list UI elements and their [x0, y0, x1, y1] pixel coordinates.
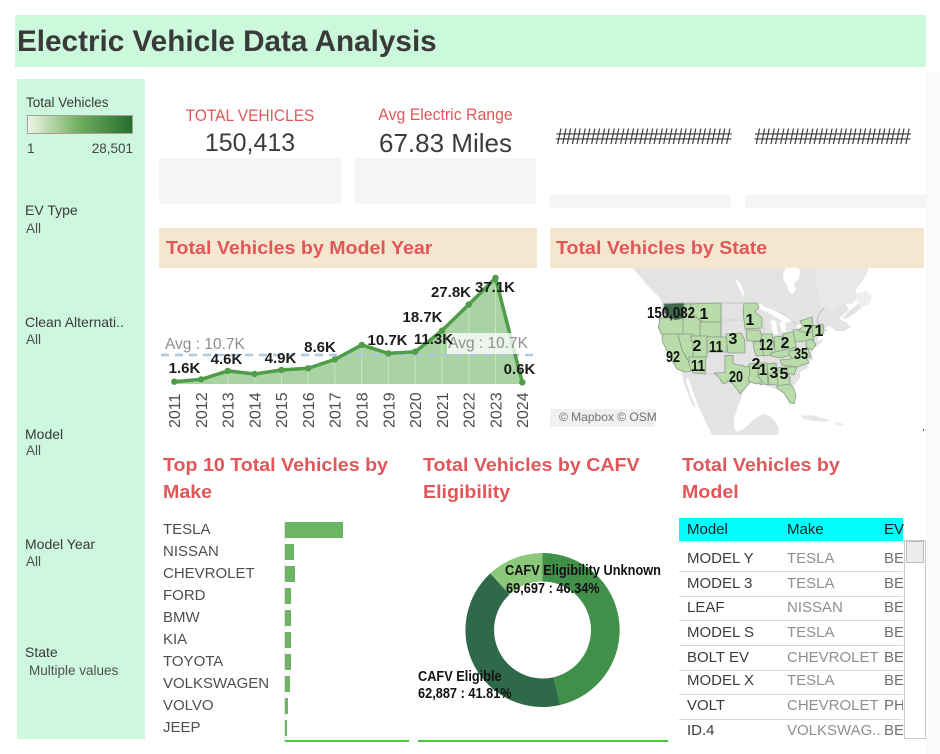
svg-text:12: 12: [759, 337, 773, 354]
svg-text:2019: 2019: [381, 392, 398, 428]
svg-text:2: 2: [693, 338, 702, 355]
svg-text:2013: 2013: [221, 392, 238, 428]
svg-text:20: 20: [729, 369, 743, 386]
svg-text:35: 35: [794, 346, 808, 363]
svg-text:8.6K: 8.6K: [304, 339, 336, 356]
svg-text:2024: 2024: [515, 392, 532, 428]
svg-text:92: 92: [666, 349, 680, 366]
svg-text:2011: 2011: [167, 393, 184, 428]
svg-text:11: 11: [691, 358, 705, 375]
svg-text:27.8K: 27.8K: [431, 284, 471, 301]
svg-text:4.9K: 4.9K: [265, 350, 297, 367]
svg-text:18.7K: 18.7K: [402, 309, 442, 326]
svg-text:1.6K: 1.6K: [169, 360, 201, 377]
svg-text:11: 11: [709, 339, 723, 356]
svg-text:1: 1: [815, 323, 824, 340]
svg-text:150,082: 150,082: [647, 305, 695, 322]
svg-text:3: 3: [729, 331, 738, 348]
svg-text:0.6K: 0.6K: [504, 361, 536, 378]
svg-text:7: 7: [804, 323, 813, 340]
svg-text:3: 3: [770, 365, 779, 382]
svg-text:2018: 2018: [355, 392, 372, 428]
svg-text:2022: 2022: [462, 392, 479, 428]
svg-text:2015: 2015: [274, 392, 291, 428]
svg-text:4.6K: 4.6K: [211, 351, 243, 368]
svg-text:2023: 2023: [488, 392, 505, 428]
svg-text:2: 2: [781, 335, 790, 352]
svg-text:5: 5: [780, 366, 789, 383]
svg-text:2: 2: [752, 356, 761, 373]
svg-text:Avg : 10.7K: Avg : 10.7K: [165, 336, 246, 353]
svg-text:1: 1: [700, 306, 709, 323]
svg-text:1: 1: [759, 362, 768, 379]
svg-text:© Mapbox © OSM: © Mapbox © OSM: [559, 410, 657, 424]
svg-text:10.7K: 10.7K: [367, 332, 407, 349]
svg-text:2012: 2012: [194, 392, 211, 428]
svg-text:11.3K: 11.3K: [414, 331, 453, 348]
svg-text:Avg : 10.7K: Avg : 10.7K: [448, 335, 529, 352]
svg-text:2014: 2014: [247, 392, 264, 428]
svg-text:2016: 2016: [301, 392, 318, 428]
svg-text:2021: 2021: [435, 392, 452, 428]
svg-text:1: 1: [746, 312, 755, 329]
svg-text:2017: 2017: [328, 392, 345, 428]
svg-text:2020: 2020: [408, 392, 425, 428]
svg-text:37.1K: 37.1K: [475, 279, 515, 296]
